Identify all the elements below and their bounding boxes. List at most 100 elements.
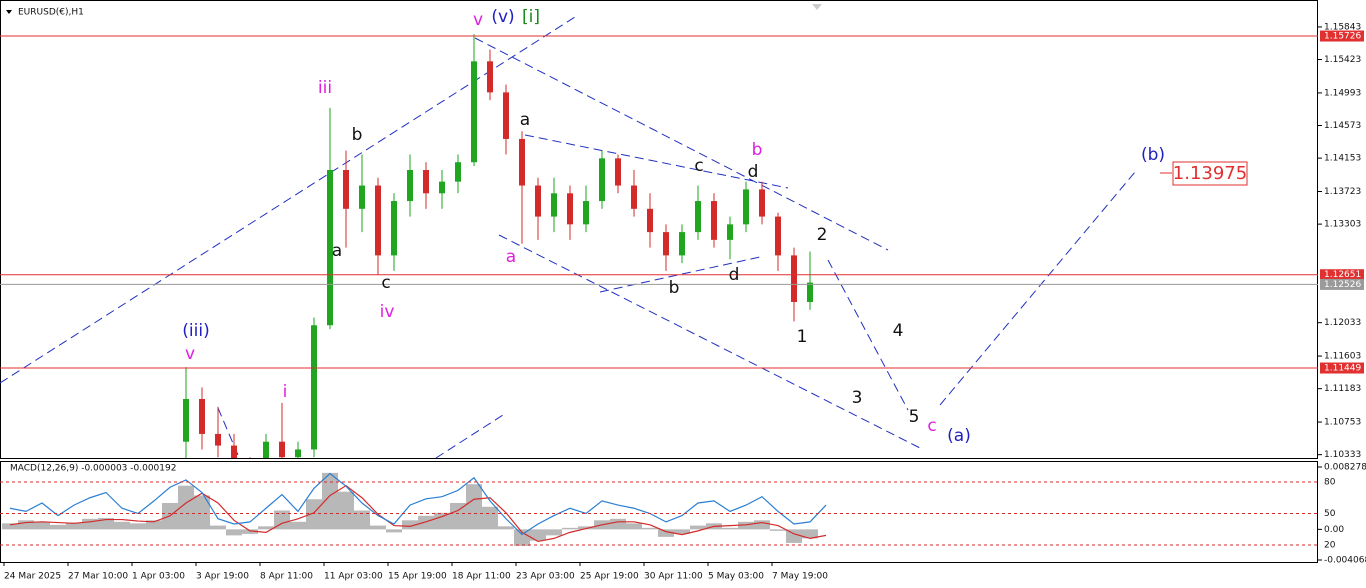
wave-label: iv — [380, 302, 395, 322]
price-label-bg — [1320, 30, 1364, 42]
wave-label: v — [185, 344, 195, 364]
trend-line — [474, 37, 889, 251]
macd-bar — [674, 529, 690, 534]
wave-label: (a) — [947, 426, 971, 446]
macd-bar — [98, 518, 114, 530]
y-tick-label: 1.11603 — [1324, 352, 1361, 362]
macd-bar — [2, 523, 18, 530]
macd-bar — [626, 523, 642, 530]
macd-bar — [482, 506, 498, 530]
candle-body — [599, 158, 605, 202]
macd-bar — [386, 529, 402, 533]
trend-line — [827, 259, 909, 411]
wave-label: c — [381, 273, 390, 293]
x-tick-label: 27 Mar 10:00 — [68, 572, 128, 582]
candle-body — [343, 170, 349, 209]
y-tick-label: 0.008278 — [1324, 463, 1366, 473]
price-label: 1.12651 — [1324, 270, 1361, 280]
macd-bar — [562, 527, 578, 530]
y-tick-label: 1.10333 — [1324, 450, 1361, 460]
macd-bar — [770, 529, 786, 531]
trend-lines — [0, 16, 1172, 459]
candle-body — [279, 441, 285, 458]
wave-label: b — [752, 140, 763, 160]
macd-bar — [306, 499, 322, 530]
candle-body — [551, 193, 557, 217]
candle-body — [199, 399, 205, 434]
candle-body — [471, 61, 477, 163]
macd-bar — [450, 502, 466, 530]
wave-label: (v) — [491, 7, 514, 27]
wave-label: [i] — [522, 7, 540, 27]
wave-label: 2 — [817, 225, 828, 245]
candle-body — [727, 224, 733, 240]
price-label: 1.12526 — [1324, 280, 1361, 290]
candle-body — [423, 170, 429, 194]
macd-bar — [18, 520, 34, 530]
y-tick-label: 1.11183 — [1324, 384, 1361, 394]
macd-bar — [82, 518, 98, 530]
candle-body — [455, 162, 461, 182]
y-tick-label: 1.13303 — [1324, 220, 1361, 230]
candles — [183, 34, 813, 485]
wave-label: (b) — [1141, 145, 1165, 165]
macd-bar — [786, 529, 802, 543]
x-tick-label: 24 Mar 2025 — [4, 572, 61, 582]
x-tick-label: 25 Apr 19:00 — [580, 572, 639, 582]
price-label-bg — [1320, 278, 1364, 290]
y2-tick-label: 50 — [1324, 509, 1336, 519]
candle-body — [695, 201, 701, 233]
y-tick-label: 1.14993 — [1324, 88, 1361, 98]
y-tick-label: 1.12033 — [1324, 318, 1361, 328]
price-label: 1.11449 — [1324, 364, 1361, 374]
macd-bar — [738, 521, 754, 530]
candle-body — [791, 255, 797, 302]
macd-bar — [242, 529, 258, 534]
macd-bar — [370, 525, 386, 530]
candle-body — [263, 441, 269, 458]
candle-body — [743, 189, 749, 225]
candle-body — [583, 201, 589, 225]
y-tick-label: 1.14153 — [1324, 154, 1361, 164]
candle-body — [759, 189, 765, 217]
x-tick-label: 23 Apr 03:00 — [516, 572, 575, 582]
candle-body — [311, 325, 317, 450]
wave-label: b — [669, 278, 680, 298]
macd-bar — [290, 521, 306, 530]
wave-label: (iii) — [182, 321, 209, 341]
macd-bar — [658, 529, 674, 537]
candle-body — [487, 61, 493, 93]
candle-body — [359, 185, 365, 209]
wave-label: c — [927, 416, 936, 436]
macd-bar — [114, 521, 130, 530]
macd-title: MACD(12,26,9) -0.000003 -0.000192 — [10, 464, 176, 474]
wave-label: c — [694, 156, 703, 176]
x-tick-label: 8 Apr 11:00 — [260, 572, 313, 582]
target-label: 1.13975 — [1173, 163, 1247, 184]
macd-bar — [754, 520, 770, 530]
macd-bar — [418, 515, 434, 530]
candle-body — [503, 92, 509, 139]
wave-label: a — [506, 247, 516, 267]
candle-body — [631, 185, 637, 209]
macd-line — [9, 484, 827, 543]
macd-bar — [642, 527, 658, 530]
wave-label: a — [332, 241, 342, 261]
macd-bar — [530, 529, 546, 541]
menu-arrow[interactable] — [6, 10, 12, 14]
candle-body — [327, 170, 333, 326]
wave-label: 5 — [909, 407, 920, 427]
x-tick-label: 15 Apr 19:00 — [388, 572, 447, 582]
price-label: 1.15726 — [1324, 32, 1361, 42]
candle-body — [663, 232, 669, 256]
macd-bar — [194, 495, 210, 530]
candle-body — [807, 282, 813, 302]
candle-body — [679, 232, 685, 256]
y-tick-label: 1.15423 — [1324, 55, 1361, 65]
macd-bar — [802, 529, 818, 539]
candle-body — [247, 473, 253, 485]
x-tick-label: 1 Apr 03:00 — [132, 572, 185, 582]
candle-body — [711, 201, 717, 240]
wave-label: iii — [318, 78, 332, 98]
